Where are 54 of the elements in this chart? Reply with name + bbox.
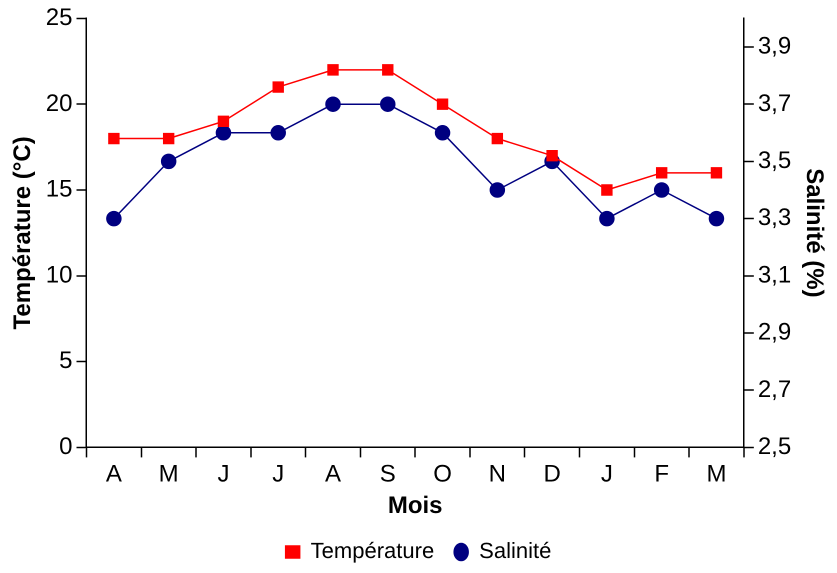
y-tick-label: 0 [59,433,72,460]
point [492,132,504,144]
y2-tick-label: 3,7 [758,90,792,117]
y2-tick-label: 2,9 [758,318,792,346]
point [710,167,722,179]
x-tick-label: A [324,460,342,488]
point [654,182,670,198]
x-tick-label: J [217,460,230,488]
y-tick-label: 20 [46,90,72,117]
legend-label: Température [310,538,434,564]
point [380,96,396,112]
x-tick-label: J [272,460,284,488]
x-tick-label: O [433,460,452,488]
x-tick-label: M [158,460,179,488]
legend-label: Salinité [479,538,552,564]
x-tick-label: F [654,460,670,488]
point [546,150,558,162]
x-tick-label: D [543,460,561,488]
y-tick-label: 10 [46,261,72,288]
point [270,125,286,141]
point [708,210,724,226]
point [108,132,120,144]
y2-tick-label: 3,3 [758,204,792,232]
point [106,210,122,226]
y-tick-label: 25 [46,4,72,32]
point [656,167,668,179]
y-axis-title: Température (°C) [9,136,36,330]
x-tick-label: S [380,460,396,488]
point [327,64,339,76]
point [601,184,613,196]
point [434,125,450,141]
y-tick-label: 5 [59,347,72,374]
point [325,96,341,112]
point [436,98,448,110]
x-tick-label: M [706,460,726,488]
point [382,64,394,76]
point [160,154,176,170]
y2-tick-label: 2,5 [758,433,792,460]
point [216,125,232,141]
y2-tick-label: 2,7 [758,376,792,403]
y2-tick-label: 3,1 [758,261,792,288]
x-tick-label: A [106,460,122,488]
x-axis-title: Mois [388,492,442,520]
point [162,132,174,144]
point [490,182,506,198]
y2-tick-label: 3,9 [758,32,792,60]
point [272,81,284,93]
point [599,210,615,226]
x-tick-label: N [488,460,506,488]
x-tick-label: J [600,460,613,488]
y2-axis-title: Salinité (%) [800,168,828,298]
point [218,116,230,128]
y2-tick-label: 3,5 [758,147,792,174]
y-tick-label: 15 [46,176,72,203]
